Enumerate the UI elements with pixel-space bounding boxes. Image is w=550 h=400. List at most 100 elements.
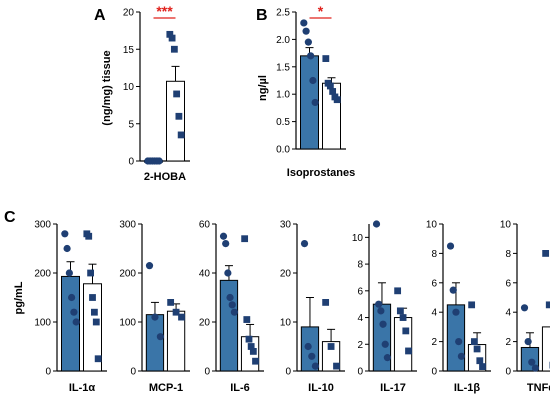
bar-filled: [145, 314, 165, 372]
data-point-circle: [61, 230, 69, 238]
data-point-square: [322, 55, 330, 62]
data-point-circle: [381, 340, 389, 348]
data-point-square: [394, 287, 402, 295]
bar-open: [166, 80, 185, 162]
data-point-circle: [520, 304, 529, 312]
data-point-circle: [531, 364, 540, 372]
y-tick-label: 300: [34, 220, 51, 231]
category-label: IL-1β: [454, 382, 481, 394]
data-point-square: [476, 357, 484, 365]
y-axis-label-a: (ng/mg) tissue: [101, 50, 113, 125]
data-point-circle: [155, 157, 163, 165]
data-point-circle: [377, 307, 385, 315]
y-tick-label: 10: [123, 82, 135, 93]
data-point-circle: [528, 358, 536, 366]
y-tick-label: 4: [505, 308, 511, 319]
y-tick-label: 0: [130, 367, 136, 378]
category-label: IL-6: [230, 382, 250, 394]
data-point-square: [89, 294, 96, 301]
data-point-square: [172, 308, 180, 316]
data-point-square: [87, 269, 95, 277]
data-point-square: [170, 45, 178, 53]
data-point-square: [326, 82, 334, 90]
panel-label-b: B: [256, 7, 268, 24]
panel-4: 0 20 40 60 IL-6: [199, 220, 264, 394]
data-point-circle: [151, 313, 159, 321]
panel-0: 0 5 10 15 20 2-HOBA ***: [123, 3, 190, 183]
panel-7: 0 2 4 6 8 10 IL-1β: [426, 220, 491, 394]
data-point-circle: [379, 320, 387, 328]
data-point-circle: [230, 308, 239, 316]
data-point-circle: [70, 308, 78, 316]
data-point-circle: [222, 240, 230, 248]
y-tick-label: 0: [505, 367, 511, 378]
data-point-circle: [311, 98, 319, 107]
panel-5: 0 10 20 30 IL-10: [280, 220, 345, 394]
y-tick-label: 30: [280, 220, 292, 231]
data-point-circle: [311, 362, 320, 370]
data-point-circle: [446, 242, 455, 250]
y-axis-label-c: pg/mL: [13, 281, 25, 314]
data-point-square: [396, 307, 404, 315]
y-tick-label: 100: [119, 318, 136, 329]
y-tick-label: 8: [505, 249, 511, 260]
data-point-square: [247, 343, 255, 350]
data-point-square: [252, 357, 259, 365]
data-point-square: [333, 96, 341, 104]
data-point-square: [245, 335, 253, 343]
y-tick-label: 0: [128, 157, 134, 168]
data-point-square: [473, 345, 481, 353]
data-point-circle: [228, 301, 236, 309]
data-point-square: [402, 327, 410, 335]
data-point-square: [542, 250, 550, 257]
y-tick-label: 2: [357, 340, 363, 351]
y-tick-label: 6: [505, 278, 511, 289]
data-point-circle: [224, 269, 232, 277]
y-tick-label: 10: [352, 233, 364, 244]
data-point-square: [545, 301, 550, 309]
category-label: MCP-1: [149, 382, 183, 394]
y-tick-label: 5: [128, 119, 134, 130]
data-point-square: [90, 308, 98, 316]
data-point-circle: [304, 342, 312, 351]
data-point-circle: [449, 286, 457, 294]
category-label: IL-17: [380, 382, 406, 394]
data-point-square: [94, 355, 102, 363]
y-tick-label: 300: [119, 220, 136, 231]
y-tick-label: 0: [285, 367, 291, 378]
category-label: IL-1α: [69, 382, 96, 394]
data-point-square: [470, 338, 478, 345]
y-axis-label-b: ng/µl: [257, 75, 269, 101]
y-tick-label: 6: [431, 278, 437, 289]
data-point-circle: [65, 269, 73, 277]
data-point-circle: [304, 38, 312, 46]
data-point-square: [322, 299, 330, 306]
data-point-circle: [308, 352, 316, 360]
data-point-square: [329, 88, 337, 95]
data-point-circle: [307, 52, 315, 60]
panel-3: 0 100 200 300 MCP-1: [119, 220, 190, 394]
data-point-circle: [524, 338, 532, 346]
y-tick-label: 100: [34, 318, 51, 329]
data-point-circle: [300, 19, 308, 27]
y-tick-label: 20: [280, 269, 292, 280]
panel-label-a: A: [94, 7, 106, 24]
y-tick-label: 0: [431, 367, 437, 378]
data-point-square: [327, 343, 335, 350]
category-label: TNFα: [527, 382, 550, 394]
y-tick-label: 4: [357, 313, 363, 324]
y-tick-label: 10: [280, 318, 292, 329]
data-point-square: [399, 314, 407, 321]
data-point-circle: [226, 293, 234, 302]
data-point-circle: [455, 338, 463, 346]
data-point-square: [249, 348, 257, 355]
bar-filled: [61, 275, 80, 372]
y-tick-label: 10: [500, 220, 512, 231]
y-tick-label: 10: [426, 220, 438, 231]
y-tick-label: 8: [357, 260, 363, 271]
y-tick-label: 2: [431, 337, 437, 348]
data-point-square: [241, 235, 249, 243]
y-tick-label: 200: [34, 269, 51, 280]
data-point-circle: [375, 300, 383, 308]
